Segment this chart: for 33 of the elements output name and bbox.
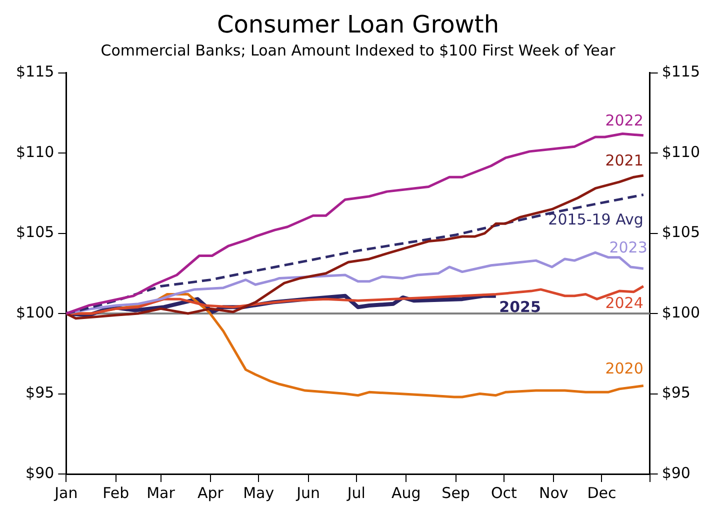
series-label: 2024 — [605, 294, 644, 312]
y-tick-label: $105 — [16, 223, 54, 242]
chart-title: Consumer Loan Growth — [216, 10, 500, 39]
y2-tick-label: $90 — [662, 464, 690, 482]
x-tick-label: May — [243, 484, 274, 502]
series-label: 2023 — [609, 238, 648, 256]
y-tick-label: $110 — [16, 142, 54, 161]
x-tick-label: Nov — [538, 484, 568, 502]
series-label: 2020 — [605, 360, 644, 378]
x-tick-label: Aug — [391, 484, 421, 502]
x-tick-label: Sep — [442, 484, 470, 502]
x-tick-label: Oct — [490, 484, 517, 502]
y2-tick-label: $115 — [662, 62, 700, 81]
x-tick-label: Jul — [346, 484, 366, 502]
y-tick-label: $100 — [16, 303, 54, 322]
x-tick-label: Dec — [587, 484, 616, 502]
y2-tick-label: $100 — [662, 303, 700, 322]
y-tick-label: $115 — [16, 62, 54, 81]
x-tick-label: Jun — [296, 484, 320, 502]
y2-tick-label: $110 — [662, 142, 700, 161]
x-tick-label: Apr — [198, 484, 224, 502]
series-label: 2025 — [499, 298, 541, 316]
x-tick-label: Mar — [146, 484, 176, 502]
series-label: 2021 — [605, 151, 644, 170]
series-label: 2015-19 Avg — [548, 210, 644, 229]
y2-tick-label: $95 — [662, 384, 690, 402]
series-label: 2022 — [605, 111, 644, 130]
y2-tick-label: $105 — [662, 223, 700, 242]
x-tick-label: Jan — [54, 484, 78, 502]
y-tick-label: $90 — [26, 464, 54, 482]
y-tick-label: $95 — [26, 384, 54, 402]
chart-subtitle: Commercial Banks; Loan Amount Indexed to $100 First Week of Year — [100, 42, 616, 60]
x-tick-label: Feb — [102, 484, 130, 502]
